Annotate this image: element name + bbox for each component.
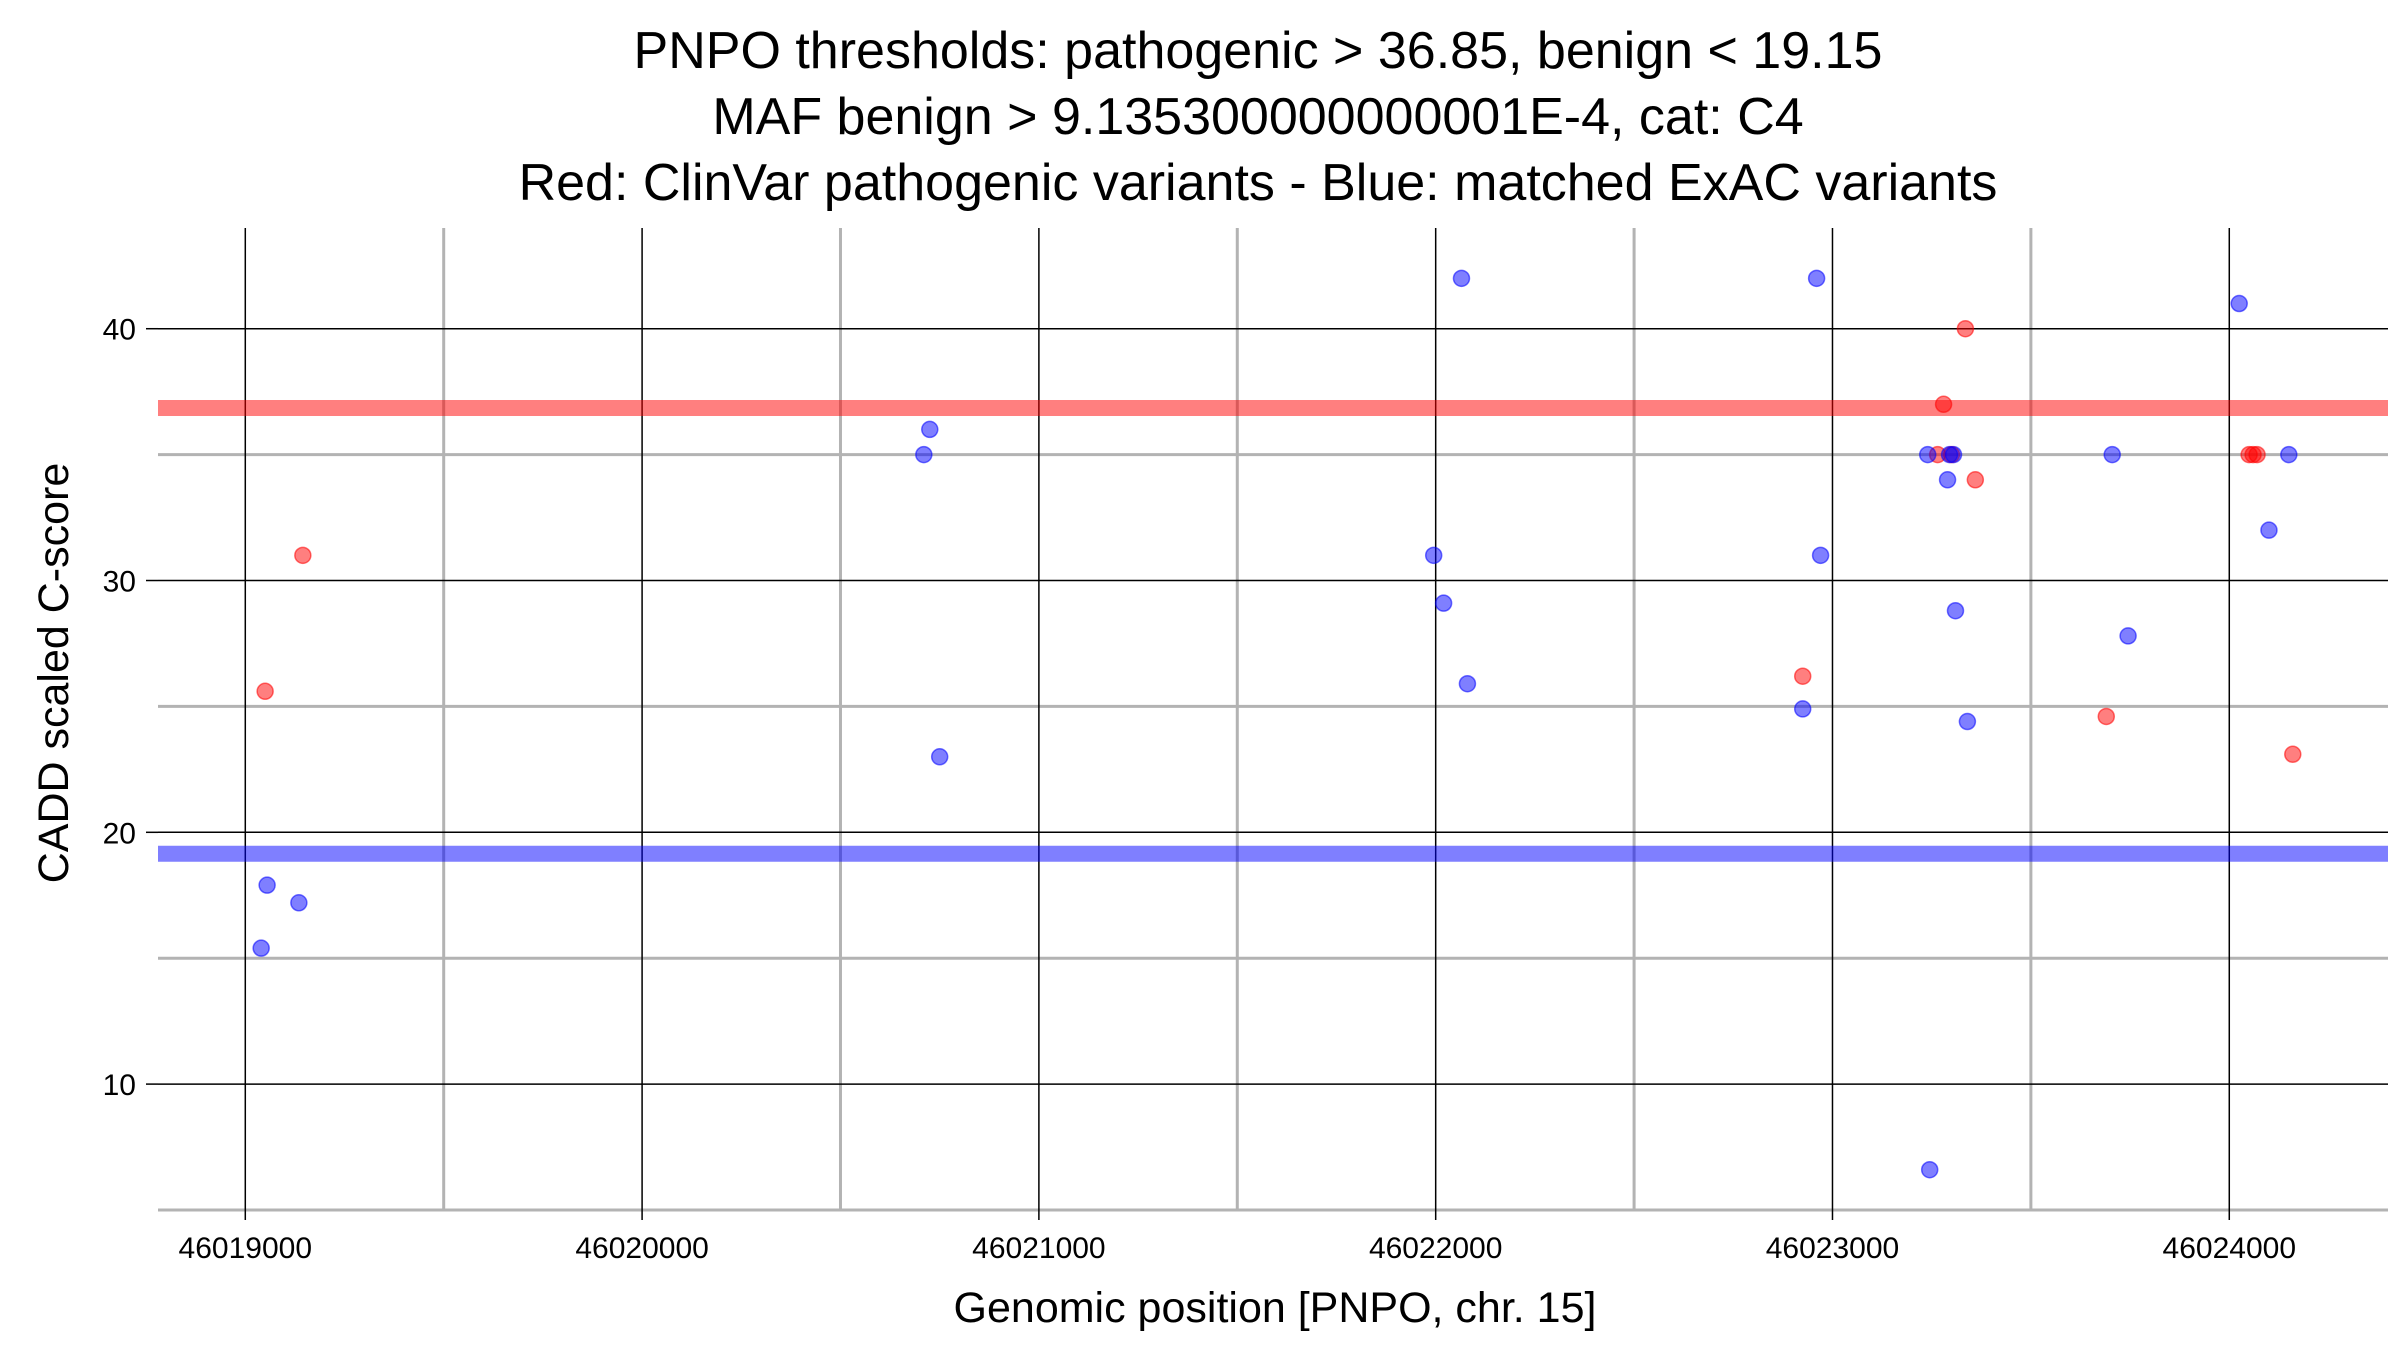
series-2-point — [1452, 269, 1471, 288]
series-1-point — [294, 546, 312, 565]
series-2-point — [1793, 700, 1812, 718]
y-axis-ticks: 10 20 30 40 — [103, 314, 158, 1102]
series-2-point — [1434, 594, 1453, 612]
series-2-point — [1424, 546, 1443, 565]
x-axis-label: Genomic position [PNPO, chr. 15] — [954, 1284, 1597, 1332]
series-2-point — [2280, 445, 2298, 464]
series-2-point — [1938, 471, 1957, 489]
series-2-point — [290, 894, 308, 912]
series-1-point — [1956, 319, 1975, 338]
series-2-point — [2260, 521, 2278, 539]
series-1-point — [1793, 667, 1812, 685]
x-tick-label: 46023000 — [1766, 1232, 1899, 1265]
series-1-point — [2248, 445, 2266, 464]
series-2-point — [252, 939, 270, 957]
x-tick-label: 46021000 — [972, 1232, 1105, 1265]
x-tick-label: 46024000 — [2163, 1232, 2296, 1265]
series-2-point — [930, 748, 949, 766]
chart-title-line-2: MAF benign > 9.135300000000001E-4, cat: … — [712, 88, 1803, 146]
series-2-point — [1944, 445, 1963, 464]
series-2-point — [2119, 627, 2137, 645]
series-1-point — [2097, 707, 2116, 726]
series-1-point — [1934, 395, 1953, 414]
chart-title: PNPO thresholds: pathogenic > 36.85, ben… — [519, 22, 1998, 212]
series-2-point — [921, 420, 939, 439]
y-tick-label: 10 — [103, 1069, 136, 1102]
series-2-point — [2103, 445, 2121, 464]
series-2-point — [258, 876, 276, 894]
x-tick-label: 46022000 — [1369, 1232, 1502, 1265]
chart-title-line-1: PNPO thresholds: pathogenic > 36.85, ben… — [634, 22, 1883, 80]
x-tick-label: 46020000 — [575, 1232, 708, 1265]
series-1-point — [1966, 471, 1985, 489]
y-axis-label: CADD scaled C-score — [30, 463, 78, 884]
y-tick-label: 20 — [103, 817, 136, 850]
series-1-point — [256, 682, 274, 701]
series-2-point — [1811, 546, 1830, 565]
series-2-point — [1946, 601, 1965, 620]
series-2-point — [1920, 1160, 1939, 1179]
data-points — [252, 269, 2302, 1179]
x-axis-ticks: 46019000 46020000 46021000 46022000 46023000… — [179, 1210, 2296, 1265]
major-gridlines — [158, 228, 2388, 1210]
y-tick-label: 40 — [103, 314, 136, 347]
series-1-point — [2284, 745, 2302, 764]
chart-title-line-3: Red: ClinVar pathogenic variants - Blue:… — [519, 154, 1998, 212]
minor-gridlines — [158, 228, 2388, 1212]
series-2-point — [1458, 674, 1477, 693]
x-tick-label: 46019000 — [179, 1232, 312, 1265]
series-2-point — [915, 445, 933, 464]
series-2-point — [1918, 445, 1937, 464]
series-2-point — [1807, 269, 1826, 288]
threshold-lines — [158, 400, 2388, 862]
y-tick-label: 30 — [103, 566, 136, 599]
series-2-point — [2230, 294, 2248, 313]
series-2-point — [1958, 712, 1977, 731]
